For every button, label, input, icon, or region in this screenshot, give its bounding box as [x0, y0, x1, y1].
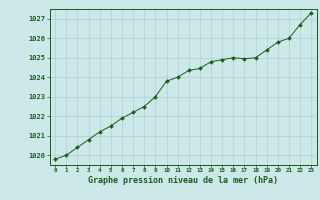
X-axis label: Graphe pression niveau de la mer (hPa): Graphe pression niveau de la mer (hPa): [88, 176, 278, 185]
